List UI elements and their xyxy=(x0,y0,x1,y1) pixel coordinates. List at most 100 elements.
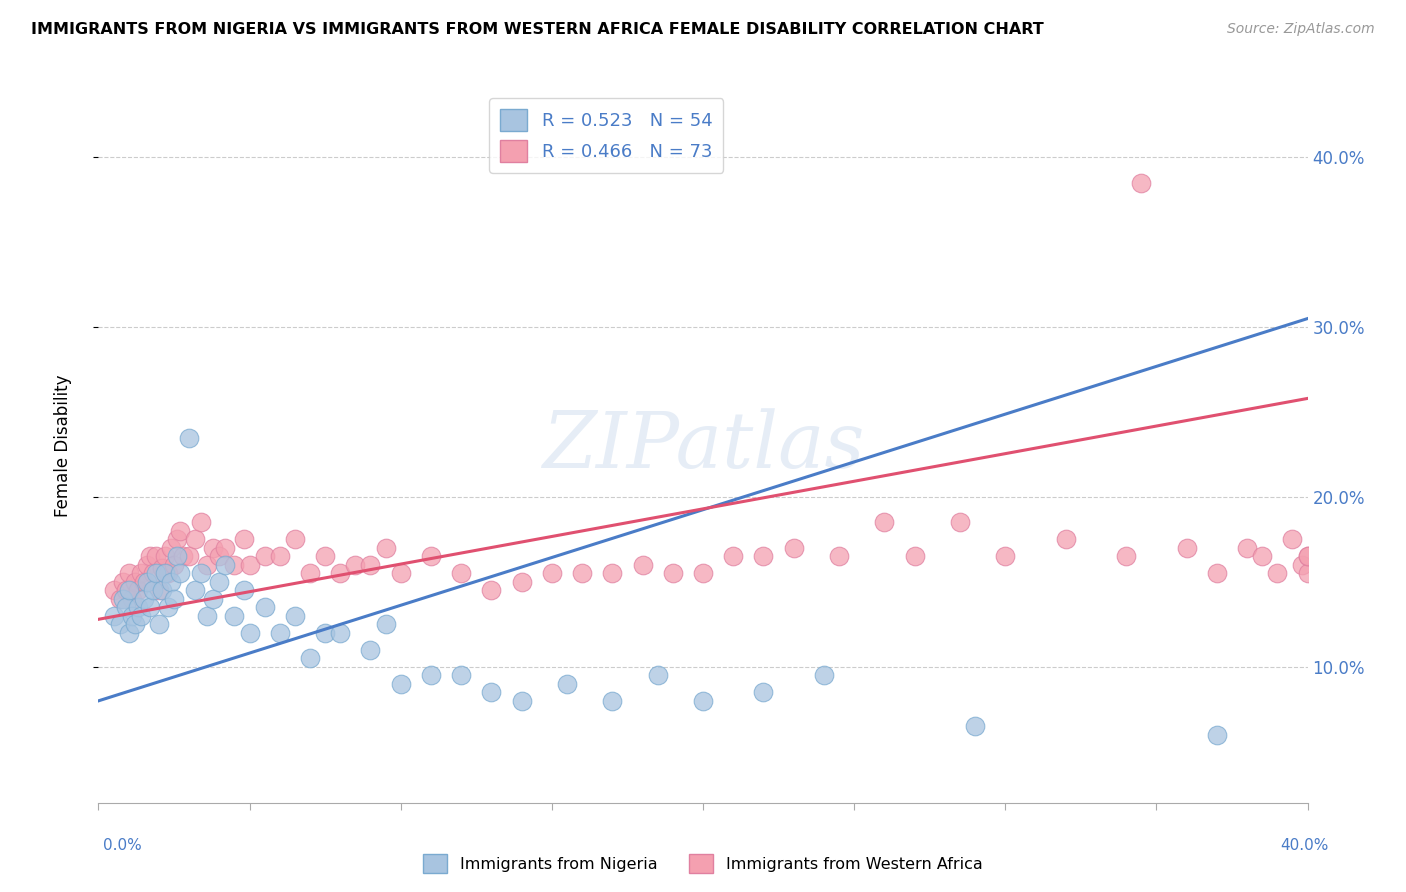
Point xyxy=(1130,176,1153,190)
Point xyxy=(450,668,472,682)
Point xyxy=(145,549,167,564)
Point xyxy=(172,549,194,564)
Point xyxy=(142,566,165,581)
Point xyxy=(103,608,125,623)
Point xyxy=(602,566,624,581)
Point xyxy=(752,685,775,699)
Point xyxy=(253,549,276,564)
Point xyxy=(169,566,191,581)
Point xyxy=(111,591,134,606)
Point xyxy=(571,566,593,581)
Point xyxy=(647,668,669,682)
Point xyxy=(103,583,125,598)
Point xyxy=(121,608,143,623)
Point xyxy=(202,591,225,606)
Point xyxy=(224,558,246,572)
Point xyxy=(360,558,382,572)
Point xyxy=(631,558,654,572)
Point xyxy=(510,574,533,589)
Point xyxy=(540,566,562,581)
Point xyxy=(184,583,207,598)
Point xyxy=(828,549,851,564)
Point xyxy=(108,591,131,606)
Point xyxy=(150,561,173,575)
Point xyxy=(169,524,191,538)
Point xyxy=(1054,533,1077,547)
Point xyxy=(510,694,533,708)
Point xyxy=(118,566,141,581)
Point xyxy=(121,591,143,606)
Point xyxy=(661,566,683,581)
Point xyxy=(111,574,134,589)
Point xyxy=(329,626,352,640)
Text: 0.0%: 0.0% xyxy=(103,838,142,853)
Point xyxy=(1267,566,1289,581)
Point xyxy=(299,566,322,581)
Point xyxy=(160,574,183,589)
Point xyxy=(124,574,146,589)
Point xyxy=(190,516,212,530)
Point xyxy=(360,643,382,657)
Point xyxy=(481,685,503,699)
Text: 40.0%: 40.0% xyxy=(1281,838,1329,853)
Point xyxy=(145,566,167,581)
Point xyxy=(1175,541,1198,555)
Point xyxy=(142,583,165,598)
Point xyxy=(156,600,179,615)
Point xyxy=(1296,566,1319,581)
Point xyxy=(150,583,173,598)
Point xyxy=(224,608,246,623)
Point xyxy=(239,626,262,640)
Point xyxy=(163,591,186,606)
Point xyxy=(166,549,188,564)
Point xyxy=(153,549,176,564)
Point xyxy=(299,651,322,665)
Point xyxy=(253,600,276,615)
Point xyxy=(139,600,162,615)
Point xyxy=(163,558,186,572)
Point xyxy=(148,583,170,598)
Point xyxy=(965,719,987,733)
Point xyxy=(1291,558,1313,572)
Point xyxy=(389,566,412,581)
Point xyxy=(124,617,146,632)
Point xyxy=(135,558,157,572)
Point xyxy=(184,533,207,547)
Point xyxy=(1296,549,1319,564)
Point xyxy=(232,583,254,598)
Point xyxy=(1281,533,1303,547)
Point xyxy=(195,558,218,572)
Point xyxy=(156,566,179,581)
Point xyxy=(148,617,170,632)
Point xyxy=(195,608,218,623)
Point xyxy=(1206,728,1229,742)
Point xyxy=(239,558,262,572)
Point xyxy=(208,574,231,589)
Point xyxy=(783,541,806,555)
Point xyxy=(420,668,443,682)
Point xyxy=(129,566,152,581)
Point xyxy=(1115,549,1137,564)
Point xyxy=(1236,541,1258,555)
Point xyxy=(179,549,201,564)
Point xyxy=(374,541,396,555)
Point xyxy=(813,668,835,682)
Point xyxy=(329,566,352,581)
Text: IMMIGRANTS FROM NIGERIA VS IMMIGRANTS FROM WESTERN AFRICA FEMALE DISABILITY CORR: IMMIGRANTS FROM NIGERIA VS IMMIGRANTS FR… xyxy=(31,22,1043,37)
Text: Source: ZipAtlas.com: Source: ZipAtlas.com xyxy=(1227,22,1375,37)
Point xyxy=(190,566,212,581)
Point xyxy=(127,600,149,615)
Point xyxy=(450,566,472,581)
Point xyxy=(284,608,307,623)
Point xyxy=(118,626,141,640)
Point xyxy=(994,549,1017,564)
Point xyxy=(135,574,157,589)
Point xyxy=(692,566,714,581)
Point xyxy=(166,533,188,547)
Point xyxy=(1206,566,1229,581)
Point xyxy=(232,533,254,547)
Point xyxy=(202,541,225,555)
Point xyxy=(314,549,336,564)
Point xyxy=(214,558,236,572)
Point xyxy=(949,516,972,530)
